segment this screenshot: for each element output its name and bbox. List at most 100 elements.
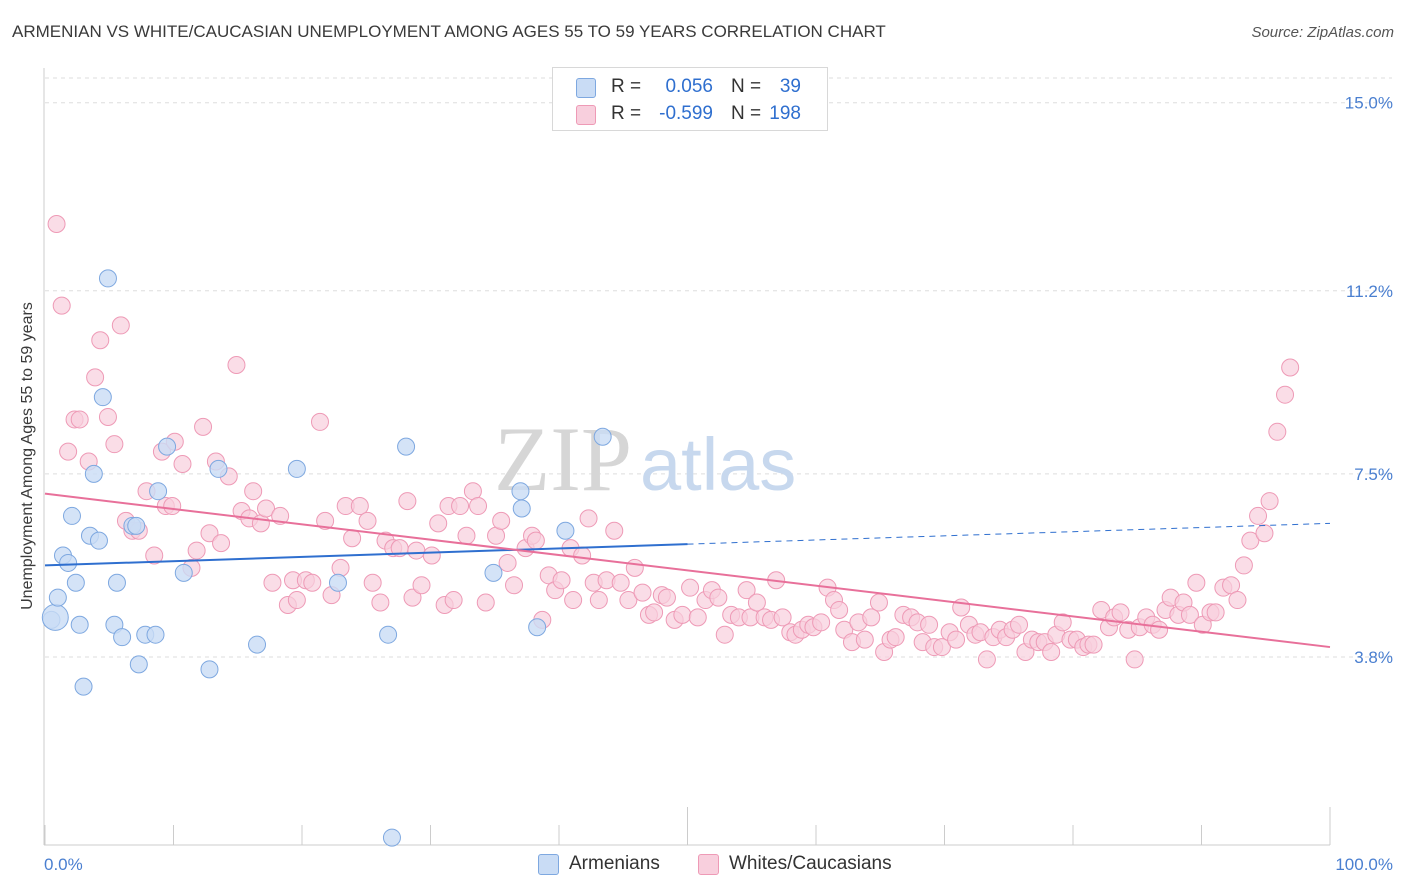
whites-point	[564, 591, 583, 610]
armenians-point	[593, 427, 612, 446]
armenians-point	[158, 437, 177, 456]
whites-point	[1010, 615, 1029, 634]
armenians-point	[149, 482, 168, 501]
grid-layer	[45, 77, 1392, 658]
legend-label: Armenians	[569, 853, 660, 874]
whites-point	[1222, 576, 1241, 595]
armenians-point	[70, 615, 89, 634]
armenians-point	[66, 573, 85, 592]
whites-point	[105, 435, 124, 454]
whites-point	[398, 492, 417, 511]
armenians-point	[382, 828, 401, 847]
whites-point	[476, 593, 495, 612]
whites-point	[70, 410, 89, 429]
whites-point	[886, 628, 905, 647]
whites-point	[715, 625, 734, 644]
r-value: -0.599	[659, 103, 713, 124]
whites-point	[187, 541, 206, 560]
n-value: 198	[769, 103, 801, 124]
armenians-swatch	[576, 78, 596, 98]
armenians-point	[98, 269, 117, 288]
whites-point	[681, 578, 700, 597]
whites-point	[263, 573, 282, 592]
whites-point	[673, 605, 692, 624]
whites-point	[111, 316, 130, 335]
correlation-legend: R = 0.056 N = 39 R = -0.599 N = 198	[552, 67, 828, 131]
whites-point	[444, 591, 463, 610]
armenians-point	[113, 628, 132, 647]
axis-layer	[43, 68, 1331, 846]
whites-point	[363, 573, 382, 592]
whites-point	[605, 521, 624, 540]
whites-point	[371, 593, 390, 612]
whites-point	[1234, 556, 1253, 575]
chart-title: ARMENIAN VS WHITE/CAUCASIAN UNEMPLOYMENT…	[12, 22, 886, 41]
whites-point	[611, 573, 630, 592]
whites-point	[173, 454, 192, 473]
watermark-atlas: atlas	[640, 423, 796, 506]
armenians-point	[248, 635, 267, 654]
whites-point	[52, 296, 71, 315]
whites-point	[429, 514, 448, 533]
whites-trend-line	[44, 492, 1331, 649]
whites-point	[47, 214, 66, 233]
y-tick-label: 15.0%	[1345, 94, 1393, 113]
r-value: 0.056	[665, 76, 713, 97]
whites-point	[498, 553, 517, 572]
armenians-point	[59, 553, 78, 572]
whites-point	[303, 573, 322, 592]
whites-point	[91, 331, 110, 350]
armenians-point	[84, 464, 103, 483]
whites-point	[98, 407, 117, 426]
armenians-point	[93, 388, 112, 407]
armenians-point	[287, 459, 306, 478]
whites-point	[869, 593, 888, 612]
whites-point	[257, 499, 276, 518]
x-tick-label: 0.0%	[44, 855, 83, 874]
whites-legend-swatch	[698, 854, 719, 875]
armenians-point	[146, 625, 165, 644]
armenians-point	[129, 655, 148, 674]
whites-point	[194, 417, 213, 436]
whites-point	[350, 497, 369, 516]
whites-point	[812, 613, 831, 632]
y-tick-label: 3.8%	[1354, 648, 1393, 667]
whites-point	[1249, 506, 1268, 525]
n-label: N =	[731, 103, 762, 124]
whites-point	[1042, 643, 1061, 662]
legend-row-whites: R = -0.599 N = 198	[553, 100, 827, 128]
armenians-legend-swatch	[538, 854, 559, 875]
whites-point	[1241, 531, 1260, 550]
whites-point	[932, 638, 951, 657]
whites-point	[310, 412, 329, 431]
whites-point	[1206, 603, 1225, 622]
whites-point	[862, 608, 881, 627]
whites-point	[1111, 603, 1130, 622]
whites-point	[331, 558, 350, 577]
whites-point	[469, 497, 488, 516]
whites-point	[145, 546, 164, 565]
armenians-trend-extension	[687, 522, 1331, 545]
whites-point	[1228, 591, 1247, 610]
armenians-point	[528, 618, 547, 637]
whites-point	[1260, 492, 1279, 511]
armenians-trend-line	[44, 543, 688, 567]
whites-point	[633, 583, 652, 602]
armenians-points	[41, 269, 612, 847]
whites-point	[457, 526, 476, 545]
y-tick-label: 7.5%	[1354, 465, 1393, 484]
armenians-point	[107, 573, 126, 592]
armenians-point	[174, 563, 193, 582]
whites-point	[709, 588, 728, 607]
armenians-point	[209, 459, 228, 478]
whites-point	[212, 534, 231, 553]
n-value: 39	[779, 76, 801, 97]
armenians-point	[379, 625, 398, 644]
whites-point	[645, 603, 664, 622]
armenians-point	[328, 573, 347, 592]
whites-point	[59, 442, 78, 461]
armenians-point	[127, 516, 146, 535]
whites-point	[830, 600, 849, 619]
whites-point	[287, 591, 306, 610]
whites-point	[657, 588, 676, 607]
